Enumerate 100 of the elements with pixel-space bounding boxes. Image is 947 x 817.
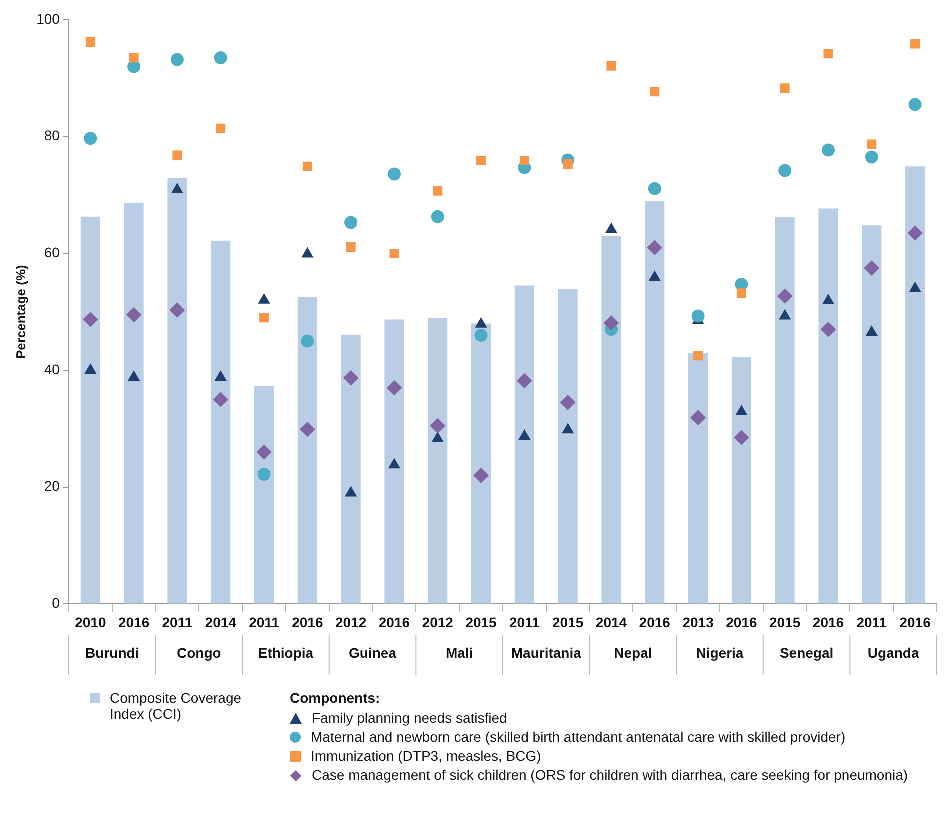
y-tick-label: 0 — [52, 595, 60, 612]
point — [476, 318, 487, 328]
point — [258, 294, 270, 304]
point — [694, 351, 704, 361]
point — [260, 313, 270, 323]
point — [606, 61, 616, 71]
point — [517, 374, 532, 389]
bar — [211, 240, 231, 604]
x-tick-label: 2016 — [378, 614, 410, 630]
point — [302, 162, 312, 172]
point — [302, 248, 314, 258]
y-tick-label: 20 — [44, 478, 60, 494]
point — [128, 371, 140, 382]
x-tick-label: 2010 — [75, 614, 106, 630]
bar — [80, 216, 100, 604]
x-tick-label: 2016 — [639, 614, 671, 630]
x-tick-label: 2011 — [162, 614, 193, 630]
point — [692, 310, 705, 323]
y-axis-title: Percentage (%) — [13, 265, 28, 360]
point — [430, 418, 446, 434]
point — [518, 430, 530, 440]
point — [864, 260, 880, 276]
bar — [124, 203, 144, 604]
text: Congo — [177, 644, 222, 661]
bar — [558, 289, 578, 604]
x-tick-label: 2016 — [292, 614, 324, 630]
point — [83, 312, 98, 328]
x-tick-label: 2011 — [509, 614, 540, 630]
text: Ethiopia — [258, 644, 314, 661]
point — [84, 132, 98, 146]
point — [736, 406, 748, 416]
text: Nigeria — [696, 644, 744, 661]
point — [129, 53, 139, 63]
point — [345, 486, 357, 497]
point — [170, 302, 185, 318]
point — [780, 84, 790, 94]
point — [86, 37, 96, 47]
point — [778, 288, 793, 304]
point — [84, 364, 96, 374]
point — [606, 223, 618, 234]
bar — [688, 352, 708, 604]
point — [216, 124, 226, 134]
point — [650, 87, 660, 97]
bar — [906, 166, 926, 604]
point — [647, 240, 662, 256]
point — [474, 468, 489, 484]
text: Uganda — [868, 644, 920, 661]
point — [734, 430, 750, 446]
point — [388, 458, 400, 469]
x-tick-label: 2016 — [812, 614, 844, 630]
point — [172, 150, 182, 160]
point — [822, 144, 835, 157]
point — [214, 51, 228, 64]
x-tick-label: 2015 — [466, 614, 498, 630]
x-tick-label: 2015 — [552, 614, 584, 630]
point — [213, 392, 228, 408]
bar — [732, 357, 752, 604]
x-tick-label: 2011 — [249, 614, 280, 630]
point — [520, 156, 530, 166]
bar — [775, 217, 795, 604]
point — [648, 182, 662, 196]
point — [256, 444, 272, 460]
x-tick-label: 2016 — [726, 614, 758, 630]
text: Senegal — [780, 644, 834, 661]
point — [604, 316, 619, 331]
bar — [341, 334, 361, 604]
x-tick-label: 2014 — [205, 614, 237, 630]
point — [300, 422, 316, 438]
point — [215, 371, 227, 382]
point — [390, 248, 400, 258]
bar — [254, 386, 274, 604]
legend-label: Composite Coverage Index (CCI) — [110, 690, 243, 722]
y-tick-label: 80 — [44, 128, 60, 144]
point — [779, 310, 791, 320]
point — [126, 308, 142, 323]
point — [562, 424, 574, 434]
point — [908, 98, 922, 112]
text: Burundi — [86, 644, 140, 661]
point — [301, 334, 314, 348]
point — [910, 39, 920, 49]
point — [865, 150, 878, 164]
legend-label: Maternal and newborn care (skilled birth attendant antenatal care with skilled provider) — [311, 729, 846, 745]
point — [476, 156, 486, 166]
x-tick-label: 2012 — [335, 614, 367, 630]
point — [822, 294, 834, 304]
legend-label: Family planning needs satisfied — [312, 710, 508, 726]
point — [170, 53, 184, 66]
point — [344, 370, 359, 386]
y-tick-label: 100 — [36, 10, 60, 27]
point — [908, 226, 923, 241]
point — [866, 326, 878, 336]
legend-title: Components: — [290, 690, 382, 706]
bar — [818, 208, 838, 604]
text: Nepal — [614, 644, 652, 661]
y-tick-label: 40 — [44, 361, 60, 378]
point — [563, 160, 573, 170]
bar — [428, 318, 448, 604]
point — [258, 468, 271, 482]
point — [820, 322, 836, 338]
text: Guinea — [349, 644, 397, 661]
